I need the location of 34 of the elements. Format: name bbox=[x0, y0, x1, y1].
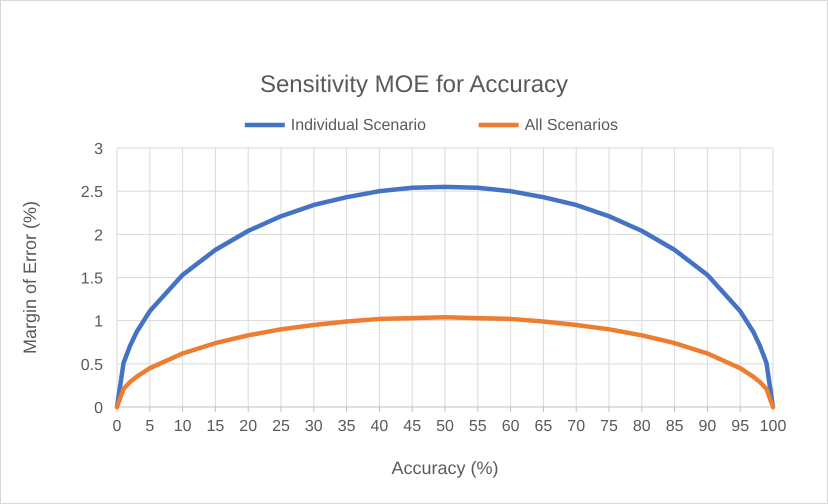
legend-label: Individual Scenario bbox=[290, 117, 426, 134]
x-tick-label: 90 bbox=[698, 418, 716, 435]
y-tick-label: 0.5 bbox=[80, 356, 104, 374]
x-tick-label: 5 bbox=[145, 418, 154, 435]
x-tick-label: 60 bbox=[502, 418, 520, 435]
y-tick-label: 3 bbox=[94, 141, 104, 158]
y-tick-label: 0 bbox=[94, 400, 104, 417]
x-tick-label: 15 bbox=[206, 418, 224, 435]
y-tick-label: 2 bbox=[94, 227, 104, 244]
x-tick-label: 40 bbox=[370, 418, 388, 435]
chart-title: Sensitivity MOE for Accuracy bbox=[260, 71, 568, 98]
x-tick-label: 70 bbox=[567, 418, 586, 435]
y-tick-label: 1 bbox=[94, 314, 104, 331]
y-tick-label: 2.5 bbox=[80, 184, 104, 202]
x-tick-label: 80 bbox=[632, 418, 651, 435]
legend-label: All Scenarios bbox=[524, 117, 618, 134]
x-tick-label: 25 bbox=[272, 418, 290, 435]
x-tick-label: 35 bbox=[338, 418, 356, 435]
x-tick-label: 30 bbox=[304, 418, 323, 435]
x-tick-label: 85 bbox=[666, 418, 684, 435]
x-tick-label: 10 bbox=[174, 418, 192, 435]
x-tick-label: 55 bbox=[468, 418, 487, 435]
x-tick-label: 50 bbox=[436, 418, 454, 435]
x-tick-label: 75 bbox=[600, 418, 618, 435]
line-series bbox=[114, 314, 776, 410]
x-tick-label: 20 bbox=[239, 418, 258, 435]
y-axis-title: Margin of Error (%) bbox=[20, 200, 40, 354]
x-tick-label: 45 bbox=[403, 418, 422, 435]
x-axis-title: Accuracy (%) bbox=[391, 458, 499, 478]
x-tick-label: 0 bbox=[112, 418, 122, 435]
x-tick-label: 95 bbox=[731, 418, 750, 435]
x-tick-label: 100 bbox=[760, 418, 786, 435]
y-tick-label: 1.5 bbox=[80, 270, 104, 288]
x-tick-label: 65 bbox=[534, 418, 552, 435]
